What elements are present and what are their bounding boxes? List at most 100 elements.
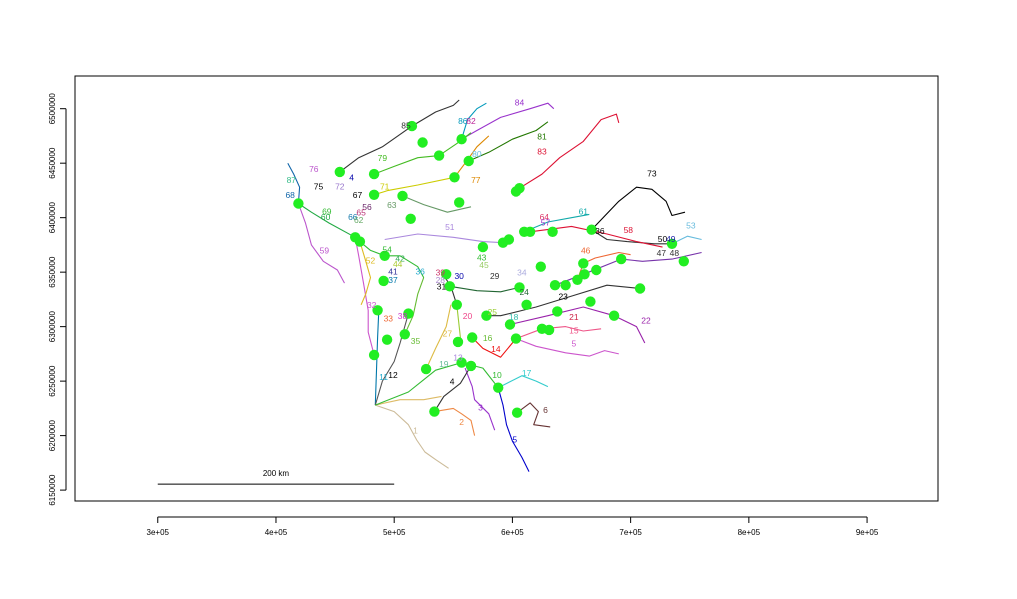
river-line-20 [449, 285, 520, 293]
river-line-14 [515, 326, 602, 340]
rivers-layer [287, 99, 702, 472]
river-label: 67 [353, 190, 363, 200]
river-line-34 [461, 102, 487, 140]
river-label: 24 [519, 287, 529, 297]
y-tick-label: 6350000 [48, 256, 57, 288]
river-label: 21 [569, 312, 579, 322]
station-marker [368, 168, 380, 180]
river-line-9 [374, 313, 409, 406]
river-line-12 [354, 237, 375, 356]
station-marker [397, 190, 408, 202]
station-marker [379, 250, 390, 261]
river-line-13 [471, 337, 517, 358]
river-label: 76 [309, 164, 319, 174]
station-marker [521, 299, 532, 310]
station-marker [543, 324, 555, 336]
river-label: 65 [356, 208, 366, 218]
river-line-38 [373, 176, 455, 196]
river-label: 49 [666, 234, 676, 244]
station-marker [449, 172, 460, 183]
river-line-23 [404, 277, 425, 335]
river-label: 85 [401, 120, 411, 130]
river-label: 3 [478, 403, 483, 413]
river-label: 36 [415, 266, 425, 276]
river-label: 75 [314, 181, 324, 191]
river-label: 4 [450, 376, 455, 386]
station-marker [666, 238, 678, 249]
river-label: 47 [657, 248, 667, 258]
station-marker [452, 336, 464, 348]
river-line-28 [523, 213, 590, 233]
river-label: 23 [558, 291, 568, 301]
river-line-33 [461, 102, 555, 140]
river-label: 15 [569, 325, 579, 335]
station-marker [497, 237, 509, 248]
river-line-7 [433, 365, 472, 412]
station-marker [493, 382, 504, 393]
river-label: 63 [387, 200, 397, 210]
station-marker [405, 213, 416, 224]
station-marker [586, 224, 597, 235]
station-marker [372, 305, 383, 316]
river-line-22 [425, 304, 452, 370]
river-label: 61 [579, 206, 589, 216]
river-line-17 [486, 284, 641, 317]
river-line-32 [468, 121, 549, 162]
y-tick-label: 6450000 [48, 147, 57, 179]
river-line-41 [298, 203, 356, 238]
river-label: 39 [436, 267, 446, 277]
river-label: 30 [454, 271, 464, 281]
river-line-21 [456, 304, 461, 343]
station-marker [514, 282, 525, 293]
river-line-30 [591, 186, 686, 231]
station-marker [451, 299, 462, 310]
river-label: 5 [512, 434, 517, 444]
station-marker [467, 332, 478, 343]
y-tick-label: 6150000 [48, 474, 57, 506]
river-label: 20 [463, 311, 473, 321]
river-line-35 [454, 135, 490, 178]
station-marker [608, 310, 620, 321]
station-marker [456, 134, 467, 145]
river-label: 77 [471, 175, 481, 185]
river-label: 81 [537, 131, 547, 141]
river-label: 6 [543, 405, 548, 415]
river-label: 33 [384, 313, 394, 323]
x-tick-label: 6e+05 [501, 528, 524, 537]
river-label: 32 [367, 300, 377, 310]
river-label: 5 [572, 338, 577, 348]
station-marker [456, 357, 467, 368]
river-label: 54 [382, 245, 392, 255]
station-marker [399, 329, 410, 340]
river-label: 80 [472, 149, 482, 159]
x-tick-label: 5e+05 [383, 528, 406, 537]
river-line-2 [375, 395, 442, 406]
river-label: 1 [413, 426, 418, 436]
y-axis: 6150000 6200000 6250000 6300000 6350000 64000… [48, 93, 67, 506]
river-line-26 [591, 229, 672, 245]
river-label: 79 [378, 153, 388, 163]
river-line-44 [359, 241, 372, 306]
river-label: 4 [349, 173, 354, 183]
station-marker [552, 306, 563, 317]
river-label: 29 [490, 271, 500, 281]
station-marker [510, 333, 522, 344]
river-line-43 [359, 241, 425, 278]
river-label: 59 [320, 246, 330, 256]
river-line-29 [671, 235, 702, 245]
river-label: 56 [362, 202, 372, 212]
station-marker [678, 256, 689, 267]
station-marker [463, 155, 474, 167]
river-label: 2 [459, 417, 464, 427]
y-tick-label: 6400000 [48, 202, 57, 234]
river-line-4 [464, 367, 496, 431]
river-label: 66 [348, 212, 358, 222]
station-marker [465, 360, 477, 372]
station-marker [441, 269, 452, 280]
x-tick-label: 4e+05 [265, 528, 288, 537]
river-label: 42 [395, 253, 405, 263]
station-marker [334, 166, 345, 178]
x-tick-label: 8e+05 [738, 528, 761, 537]
river-line-25 [576, 251, 631, 280]
station-marker [510, 186, 522, 197]
